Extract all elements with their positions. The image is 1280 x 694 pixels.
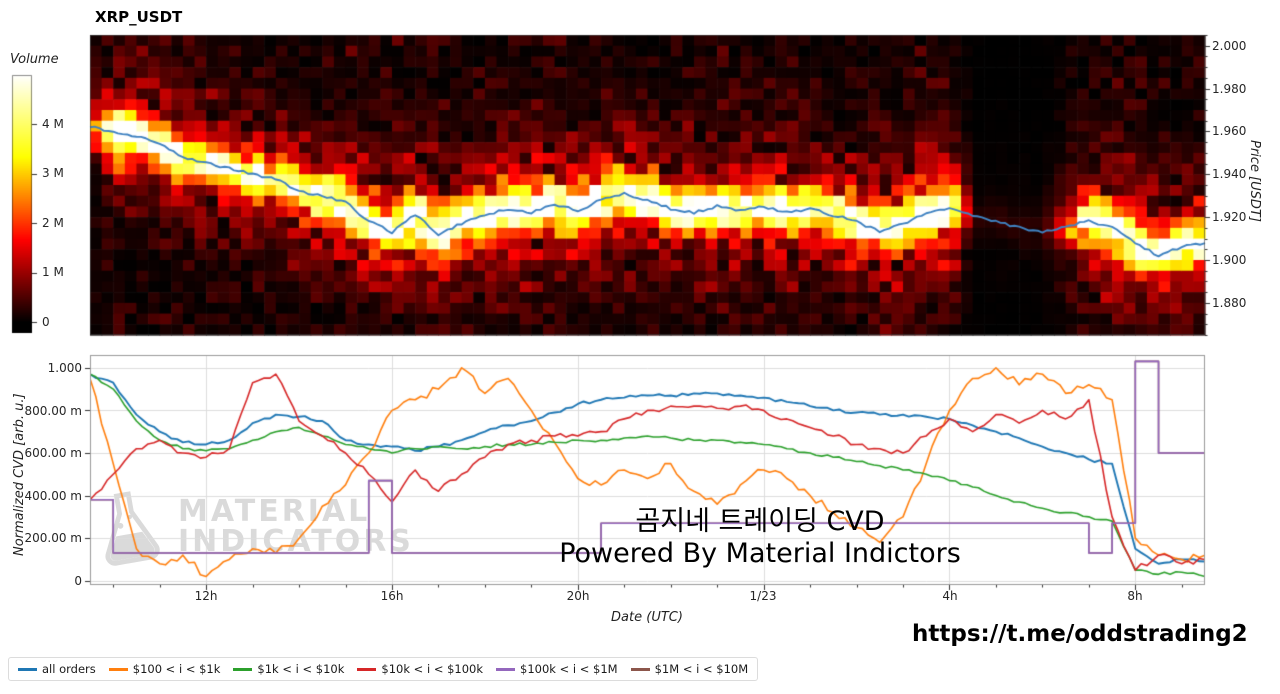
x-tick-label: 16h — [380, 589, 404, 603]
legend-swatch — [357, 667, 377, 671]
colorbar-tick-label: 0 — [42, 315, 50, 329]
cvd-y-tick-label: 600.00 m — [24, 446, 83, 460]
price-axis-label: Price [USDT] — [1247, 140, 1262, 222]
cvd-y-tick-label: 400.00 m — [24, 489, 83, 503]
page-title: XRP_USDT — [95, 8, 183, 26]
legend-item-label: $100k < i < $1M — [520, 662, 618, 676]
price-tick-label: 1.960 — [1212, 124, 1247, 138]
x-tick-label: 4h — [942, 589, 958, 603]
colorbar-title: Volume — [10, 52, 59, 67]
cvd-y-tick-label: 800.00 m — [24, 404, 83, 418]
legend-swatch — [496, 667, 516, 671]
cvd-y-axis-label: Normalized CVD [arb. u.] — [12, 393, 27, 556]
telegram-link[interactable]: https://t.me/oddstrading2 — [912, 621, 1248, 647]
x-axis-label: Date (UTC) — [611, 610, 683, 625]
legend-item-label: all orders — [42, 662, 96, 676]
x-tick-label: 12h — [194, 589, 218, 603]
price-tick-label: 1.980 — [1212, 82, 1247, 96]
legend-item: all orders — [18, 662, 96, 676]
price-tick-label: 1.900 — [1212, 253, 1247, 267]
x-tick-label: 1/23 — [749, 589, 777, 603]
colorbar-tick-label: 2 M — [42, 216, 64, 230]
legend: all orders $100 < i < $1k $1k < i < $10k… — [8, 657, 759, 681]
cvd-y-tick-label: 1.000 — [47, 361, 82, 375]
legend-item: $100 < i < $1k — [108, 662, 221, 676]
overlay-caption-line2: Powered By Material Indictors — [559, 537, 961, 569]
cvd-y-tick-label: 0 — [74, 574, 82, 588]
colorbar-tick-label: 3 M — [42, 166, 64, 180]
legend-swatch — [630, 667, 650, 671]
legend-item-label: $1k < i < $10k — [257, 662, 345, 676]
legend-item: $1M < i < $10M — [630, 662, 749, 676]
price-tick-label: 2.000 — [1212, 39, 1247, 53]
x-tick-label: 8h — [1127, 589, 1143, 603]
legend-swatch — [233, 667, 253, 671]
cvd-y-tick-label: 200.00 m — [24, 531, 83, 545]
overlay-caption-line1: 곰지네 트레이딩 CVD — [635, 506, 885, 537]
legend-swatch — [18, 667, 37, 671]
price-tick-label: 1.940 — [1212, 167, 1247, 181]
price-volume-heatmap — [0, 0, 1280, 345]
legend-item: $1k < i < $10k — [233, 662, 344, 676]
legend-item-label: $1M < i < $10M — [654, 662, 749, 676]
colorbar-tick-label: 4 M — [42, 117, 64, 131]
legend-swatch — [108, 667, 128, 671]
price-tick-label: 1.880 — [1212, 296, 1247, 310]
legend-item: $10k < i < $100k — [357, 662, 483, 676]
legend-item-label: $100 < i < $1k — [132, 662, 221, 676]
legend-item: $100k < i < $1M — [496, 662, 618, 676]
price-tick-label: 1.920 — [1212, 210, 1247, 224]
overlay-caption: 곰지네 트레이딩 CVD Powered By Material Indicto… — [430, 506, 1090, 570]
legend-item-label: $10k < i < $100k — [381, 662, 484, 676]
cvd-line-chart — [0, 345, 1280, 620]
x-tick-label: 20h — [566, 589, 590, 603]
colorbar-tick-label: 1 M — [42, 265, 64, 279]
